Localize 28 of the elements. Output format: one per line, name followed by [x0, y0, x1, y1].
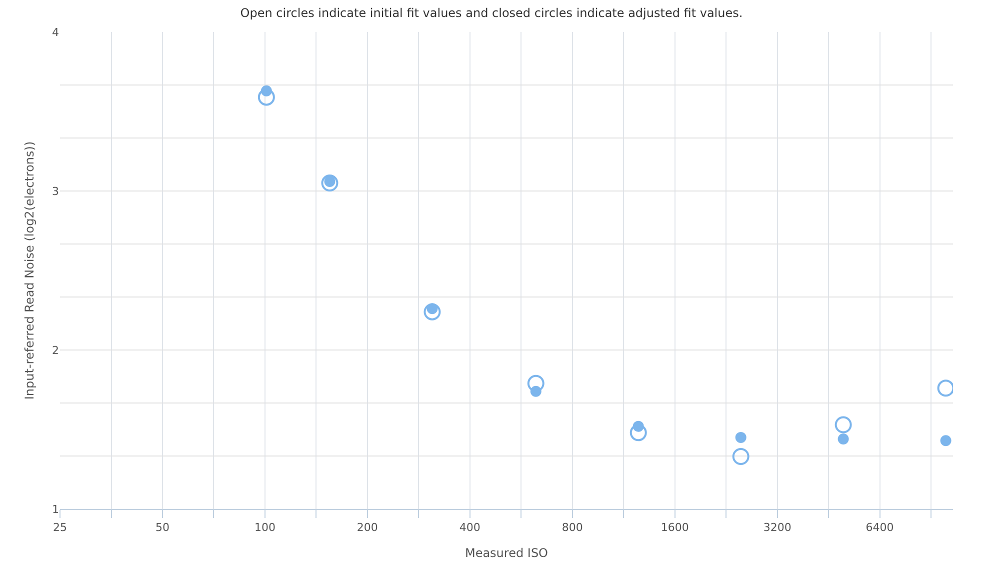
- point: [527, 374, 544, 392]
- point: [424, 303, 441, 320]
- y-tick-label: 2: [52, 344, 59, 357]
- x-tick-label: 50: [155, 521, 170, 534]
- point: [530, 386, 542, 397]
- x-tick-label: 400: [459, 521, 480, 534]
- x-tick-label: 800: [562, 521, 583, 534]
- x-tick-label: 6400: [866, 521, 894, 534]
- point: [940, 435, 952, 446]
- point: [630, 424, 647, 442]
- x-tick-label: 25: [53, 521, 67, 534]
- y-tick-label: 4: [52, 26, 59, 39]
- point: [632, 420, 644, 432]
- point: [732, 448, 750, 466]
- point: [735, 432, 746, 443]
- x-tick-label: 3200: [763, 521, 792, 534]
- chart-title: Open circles indicate initial fit values and closed circles indicate adjusted fit values.: [240, 6, 743, 20]
- x-tick-label: 1600: [660, 521, 689, 534]
- y-tick-label: 1: [52, 502, 59, 516]
- x-tick-label: 200: [356, 521, 378, 534]
- point: [838, 434, 849, 445]
- point: [937, 380, 953, 397]
- point: [321, 174, 338, 192]
- y-axis-title: Input-referred Read Noise (log2(electrons)): [22, 141, 36, 400]
- y-tick-label: 3: [52, 184, 59, 198]
- x-tick-label: 100: [254, 521, 276, 534]
- x-axis-title: Measured ISO: [464, 546, 548, 560]
- point: [834, 416, 852, 434]
